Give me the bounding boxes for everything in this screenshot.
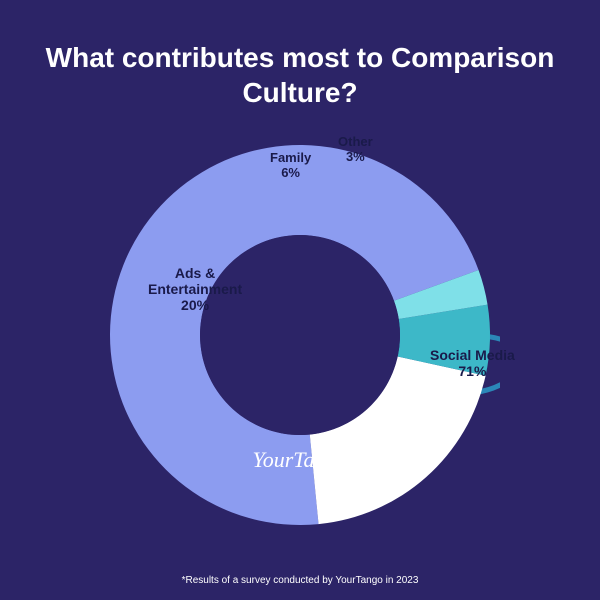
- donut-svg: [100, 135, 500, 535]
- footnote-text: *Results of a survey conducted by YourTa…: [0, 575, 600, 586]
- segment-label: Other3%: [338, 135, 373, 165]
- donut-chart: YourTango Social Media71%Ads &Entertainm…: [100, 135, 500, 535]
- segment-label: Social Media71%: [430, 347, 515, 379]
- chart-title: What contributes most to Comparison Cult…: [0, 40, 600, 110]
- brand-watermark: YourTango: [100, 447, 500, 473]
- segment-label: Ads &Entertainment20%: [148, 265, 242, 313]
- segment-label: Family6%: [270, 151, 311, 181]
- infographic-container: What contributes most to Comparison Cult…: [0, 0, 600, 600]
